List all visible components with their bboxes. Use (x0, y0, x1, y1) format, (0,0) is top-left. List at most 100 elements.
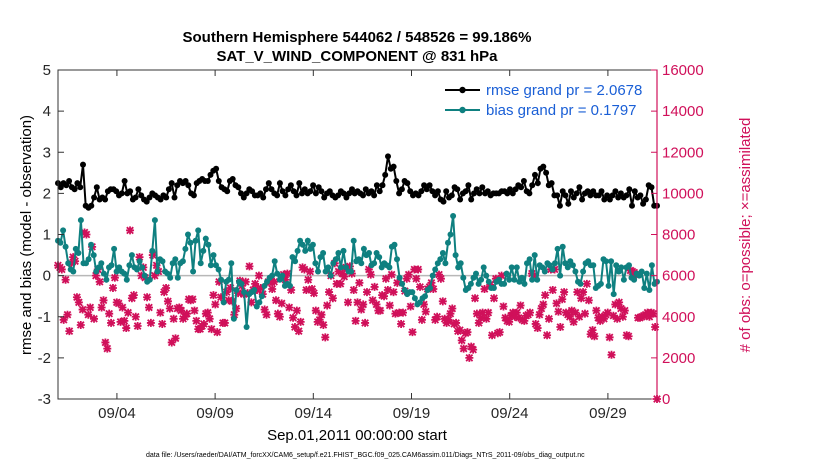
obs-marker (84, 310, 93, 319)
obs-marker (402, 274, 411, 283)
bias-point (202, 235, 209, 242)
obs-marker (116, 317, 125, 326)
obs-marker (287, 286, 296, 295)
bias-point (447, 231, 454, 238)
obs-marker (57, 265, 66, 274)
bias-point (327, 272, 334, 279)
bias-point (98, 260, 105, 267)
obs-marker (393, 278, 402, 287)
obs-marker (90, 314, 99, 323)
obs-marker (381, 274, 390, 283)
x-tick-label: 09/29 (589, 405, 627, 422)
obs-marker (380, 292, 389, 301)
bias-point (399, 280, 406, 287)
obs-marker (580, 309, 589, 318)
obs-marker (592, 306, 601, 315)
obs-marker (86, 303, 95, 312)
bias-point (450, 213, 457, 219)
plot-background (58, 70, 657, 399)
rmse-point (185, 182, 192, 189)
bias-point (360, 245, 367, 252)
obs-marker (300, 265, 309, 274)
bias-point (643, 270, 650, 277)
obs-marker (406, 302, 415, 311)
rmse-point (318, 188, 325, 195)
obs-marker (435, 270, 444, 279)
obs-marker (290, 323, 299, 332)
rmse-point (379, 182, 386, 189)
obs-marker (190, 306, 199, 315)
rmse-point (573, 190, 580, 197)
obs-marker (353, 298, 362, 307)
rmse-point (171, 194, 178, 201)
obs-marker (357, 305, 366, 314)
bias-point (409, 289, 416, 296)
bias-point (256, 299, 263, 306)
obs-marker (146, 318, 155, 327)
obs-marker (611, 300, 620, 309)
obs-marker (539, 300, 548, 309)
bias-point (182, 245, 189, 252)
obs-marker (61, 275, 70, 284)
obs-marker (199, 319, 208, 328)
bias-point (225, 276, 232, 283)
obs-marker (387, 270, 396, 279)
obs-marker (613, 314, 622, 323)
rmse-point (637, 192, 644, 199)
obs-marker (296, 317, 305, 326)
bias-point (75, 250, 82, 256)
obs-marker (484, 308, 493, 317)
obs-marker (317, 310, 326, 319)
obs-marker (389, 288, 398, 297)
obs-marker (582, 279, 591, 288)
rmse-point (224, 188, 231, 195)
rmse-point (426, 182, 433, 189)
bias-point (220, 299, 227, 306)
rmse-point (631, 188, 638, 195)
bias-point (641, 285, 648, 291)
obs-marker (457, 336, 466, 345)
rmse-point (629, 202, 635, 209)
bias-point (315, 268, 321, 275)
obs-marker (544, 314, 553, 323)
rmse-point (548, 180, 555, 187)
obs-marker (588, 326, 597, 335)
obs-marker (99, 296, 108, 305)
obs-marker (241, 277, 250, 286)
bias-point (620, 276, 627, 283)
obs-marker (649, 309, 658, 318)
obs-marker (209, 291, 218, 300)
obs-marker (491, 274, 500, 283)
obs-marker (232, 304, 241, 313)
bias-point (134, 266, 140, 273)
obs-marker (459, 344, 468, 353)
obs-marker (271, 296, 280, 305)
bias-point (218, 276, 225, 283)
bias-point (179, 258, 186, 265)
obs-marker (603, 308, 612, 317)
obs-marker (440, 314, 449, 323)
rmse-point (168, 180, 175, 187)
obs-marker (224, 296, 233, 305)
rmse-point (376, 188, 383, 195)
chart-title-line1: Southern Hemisphere 544062 / 548526 = 99… (183, 29, 532, 46)
obs-marker (463, 328, 472, 337)
bias-point (126, 262, 133, 269)
obs-marker (207, 325, 216, 334)
bias-point (167, 274, 174, 281)
bias-point (172, 256, 179, 263)
obs-marker (165, 304, 174, 313)
x-tick-label: 09/24 (491, 405, 529, 422)
obs-marker (177, 306, 186, 315)
obs-marker (91, 271, 100, 280)
obs-marker (476, 313, 485, 322)
bias-point (534, 276, 541, 283)
obs-marker (497, 271, 506, 280)
bias-point (230, 315, 237, 322)
bias-point (646, 287, 653, 293)
rmse-point (190, 192, 197, 199)
legend-bias-label: bias grand pr = 0.1797 (486, 102, 637, 119)
obs-marker (368, 296, 377, 305)
obs-marker (76, 320, 85, 329)
bias-point (141, 272, 148, 279)
